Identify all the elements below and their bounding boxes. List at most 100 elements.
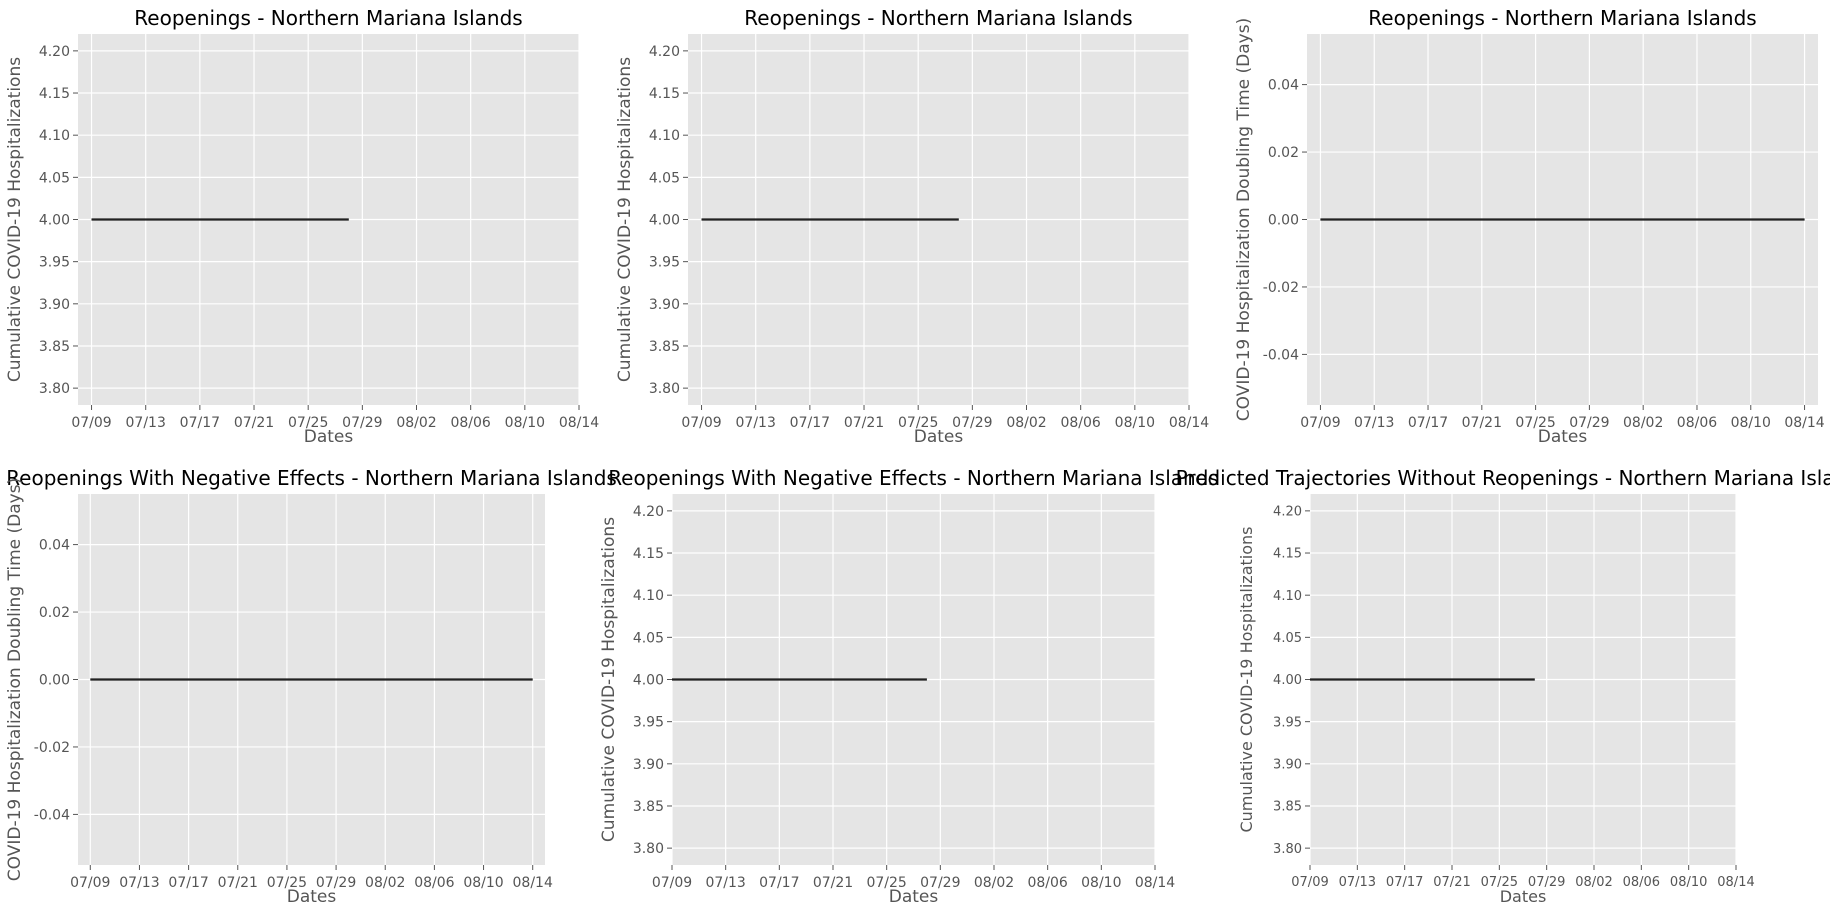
x-axis-label: Dates [1500,887,1547,906]
subplot-2: 07/09 07/13 07/17 07/21 07/25 07/29 08/02 08/06… [615,6,1209,447]
y-tick-label: 3.80 [649,381,680,397]
y-tick-label: 4.20 [1273,505,1302,520]
y-tick-label: 3.85 [1273,800,1302,815]
x-tick-label: 07/17 [180,415,220,431]
x-tick-label: 07/25 [288,415,328,431]
y-tick-label: 0.00 [39,673,70,689]
y-tick-label: 3.90 [649,297,680,313]
x-axis-label: Dates [889,887,939,907]
x-tick-label: 07/09 [1300,415,1340,431]
y-tick-label: 0.00 [1268,213,1299,229]
x-tick-label: 07/25 [1481,875,1518,890]
y-tick-label: 4.05 [1273,631,1302,646]
y-tick-label: 0.02 [39,605,70,621]
y-axis-label: Cumulative COVID-19 Hospitalizations [1237,526,1256,832]
y-tick-label: 4.10 [633,588,664,604]
y-tick-label: -0.04 [34,807,70,823]
y-tick-label: 4.00 [1273,673,1302,688]
y-tick-label: 4.00 [633,673,664,689]
y-tick-label: 3.90 [1273,757,1302,772]
y-axis-label: COVID-19 Hospitalization Doubling Time (… [1234,18,1254,421]
y-tick-label: 4.20 [649,44,680,60]
x-tick-label: 07/17 [759,875,799,891]
x-tick-label: 07/17 [1386,875,1423,890]
x-tick-label: 07/17 [168,875,208,891]
x-tick-label: 08/10 [1115,415,1155,431]
chart-title: Reopenings With Negative Effects - North… [6,466,617,490]
x-tick-label: 08/02 [1623,415,1663,431]
subplot-6: 07/09 07/13 07/17 07/21 07/25 07/29 08/02 08/06… [1176,466,1830,906]
x-tick-label: 07/21 [844,415,884,431]
x-tick-label: 08/02 [396,415,436,431]
y-tick-label: 3.90 [633,757,664,773]
y-axis-label: Cumulative COVID-19 Hospitalizations [615,57,635,382]
y-tick-label: 4.15 [1273,547,1302,562]
x-tick-label: 08/14 [559,415,599,431]
x-tick-label: 07/21 [218,875,258,891]
chart-title: Reopenings - Northern Mariana Islands [134,6,522,30]
y-tick-label: 0.02 [1268,145,1299,161]
y-tick-label: 0.04 [39,538,70,554]
x-tick-label: 08/02 [1006,415,1046,431]
y-axis-label: Cumulative COVID-19 Hospitalizations [5,57,25,382]
y-tick-label: 4.05 [633,630,664,646]
x-tick-label: 08/14 [1169,415,1209,431]
y-tick-label: 4.20 [633,504,664,520]
x-tick-label: 08/06 [1677,415,1717,431]
x-tick-label: 07/09 [1291,875,1328,890]
y-tick-label: 3.95 [633,715,664,731]
y-tick-label: 4.15 [649,86,680,102]
subplot-3: 07/09 07/13 07/17 07/21 07/25 07/29 08/02 08/06… [1234,6,1825,447]
x-tick-label: 08/14 [513,875,553,891]
x-tick-label: 08/14 [1135,875,1175,891]
x-tick-label: 08/10 [1731,415,1771,431]
x-tick-label: 08/06 [450,415,490,431]
y-tick-label: 3.85 [633,799,664,815]
y-tick-label: 3.95 [1273,715,1302,730]
x-tick-label: 08/06 [414,875,454,891]
y-tick-label: 3.85 [649,339,680,355]
x-tick-label: 07/29 [1528,875,1565,890]
x-tick-label: 08/02 [1575,875,1612,890]
x-tick-label: 07/25 [866,875,906,891]
x-tick-label: 07/17 [1408,415,1448,431]
x-tick-label: 07/25 [267,875,307,891]
y-tick-label: -0.04 [1263,347,1299,363]
x-tick-label: 08/14 [1784,415,1824,431]
x-axis-label: Dates [914,427,964,447]
x-axis-label: Dates [304,427,354,447]
y-tick-label: 4.00 [39,213,70,229]
chart-title: Reopenings - Northern Mariana Islands [744,6,1132,30]
x-tick-label: 08/10 [505,415,545,431]
y-tick-label: 0.04 [1268,78,1299,94]
x-tick-label: 07/29 [920,875,960,891]
y-tick-label: 4.05 [39,170,70,186]
x-tick-label: 07/21 [1462,415,1502,431]
y-tick-label: 4.15 [633,546,664,562]
y-tick-label: -0.02 [34,740,70,756]
x-tick-label: 07/13 [119,875,159,891]
y-tick-label: 4.05 [649,170,680,186]
x-axis-label: Dates [1538,427,1588,447]
x-tick-label: 08/02 [365,875,405,891]
x-tick-label: 07/21 [234,415,274,431]
x-tick-label: 08/02 [974,875,1014,891]
subplot-4: 07/09 07/13 07/17 07/21 07/25 07/29 08/02 08/06… [5,466,617,907]
x-tick-label: 08/10 [463,875,503,891]
y-tick-label: 4.10 [649,128,680,144]
x-tick-label: 07/13 [736,415,776,431]
x-tick-label: 07/29 [952,415,992,431]
y-tick-label: 3.80 [1273,842,1302,857]
y-tick-label: 4.10 [1273,589,1302,604]
x-tick-label: 07/13 [705,875,745,891]
x-tick-label: 08/06 [1060,415,1100,431]
y-tick-label: 3.85 [39,339,70,355]
x-tick-label: 07/29 [316,875,356,891]
y-tick-label: 4.20 [39,44,70,60]
x-tick-label: 08/14 [1717,875,1754,890]
x-tick-label: 07/09 [70,875,110,891]
x-tick-label: 07/09 [652,875,692,891]
y-tick-label: 3.80 [39,381,70,397]
chart-title: Reopenings With Negative Effects - North… [608,466,1219,490]
